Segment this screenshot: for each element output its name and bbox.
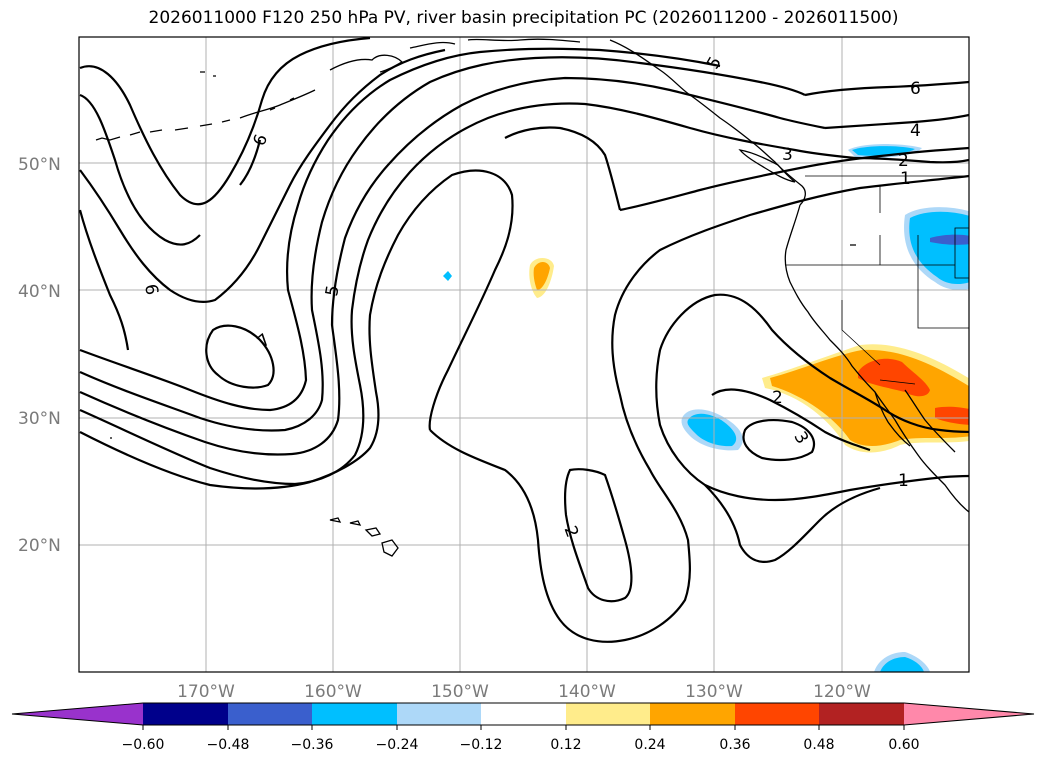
precip-shading: [443, 144, 969, 672]
alaska-coast: [95, 38, 581, 141]
pv-contour-2-inner: [563, 468, 633, 603]
state-borders: [786, 186, 969, 385]
west-coast: [784, 204, 969, 513]
pv-contour-4: [824, 113, 969, 130]
contour-label: 4: [910, 121, 921, 141]
colorbar-ticks: [142, 725, 905, 730]
pv-contour-3-inner: [742, 419, 816, 462]
contour-label: 7: [254, 330, 275, 352]
pv-contour-2-ring: [655, 293, 969, 502]
negative-precip-rockies-core: [909, 211, 969, 285]
pv-contours: [79, 37, 969, 643]
colorbar-tick-label: −0.48: [207, 737, 250, 753]
colorbar-tick-label: −0.24: [376, 737, 419, 753]
lon-label-170w: 170°W: [177, 682, 235, 702]
colorbar-segment: [566, 703, 650, 725]
lat-label-30n: 30°N: [18, 409, 61, 429]
colorbar-tick-label: 0.36: [719, 737, 750, 753]
lon-label-140w: 140°W: [558, 682, 616, 702]
colorbar-segment: [397, 703, 481, 725]
lon-label-120w: 120°W: [813, 682, 871, 702]
map-title: 2026011000 F120 250 hPa PV, river basin …: [148, 8, 899, 28]
contour-label: 1: [900, 169, 911, 189]
lon-label-130w: 130°W: [685, 682, 743, 702]
contour-label: 6: [910, 79, 921, 99]
pv-contour-5a: [79, 47, 721, 412]
map-frame: [78, 36, 970, 673]
lon-labels: 170°W 160°W 150°W 140°W 130°W 120°W: [177, 682, 871, 702]
contour-label: 5: [322, 284, 344, 298]
pv-contour-5b: [79, 56, 806, 432]
contour-label: 5: [703, 53, 726, 72]
colorbar-segment: [819, 703, 904, 725]
lon-label-150w: 150°W: [431, 682, 489, 702]
colorbar-tick-label: −0.12: [460, 737, 503, 753]
contour-label: 6: [250, 132, 272, 149]
contour-label: 2: [898, 151, 909, 171]
pv-contour-2: [429, 174, 969, 643]
colorbar-segment: [481, 703, 566, 725]
pv-contour-6-west: [79, 37, 371, 206]
vancouver-island: [738, 149, 796, 183]
colorbar-segment: [735, 703, 819, 725]
colorbar-extend-high: [904, 703, 1034, 725]
colorbar-extend-low: [12, 703, 143, 725]
nw-coast: [609, 39, 806, 206]
negative-precip-rockies-strong: [930, 234, 969, 245]
contour-label: 6: [140, 283, 162, 297]
positive-precip-strong-2: [935, 406, 969, 425]
colorbar-tick-label: 0.48: [803, 737, 834, 753]
small-islands: [110, 71, 856, 439]
coastlines: [95, 38, 969, 557]
contour-label: 2: [772, 388, 783, 408]
colorbar-tick-label: 0.12: [550, 737, 581, 753]
pv-contour-3-ring: [711, 388, 871, 452]
colorbar-segment: [650, 703, 735, 725]
contour-label: 1: [898, 471, 909, 491]
contour-label: 3: [789, 428, 812, 447]
colorbar-tick-label: 0.60: [888, 737, 919, 753]
colorbar-segment: [312, 703, 397, 725]
lat-label-20n: 20°N: [18, 536, 61, 556]
contour-label: 3: [782, 145, 793, 165]
negative-precip-west-core: [687, 413, 737, 447]
colorbar: −0.60 −0.48 −0.36 −0.24 −0.12 0.12 0.24 …: [11, 702, 1035, 753]
colorbar-tick-label: −0.60: [122, 737, 165, 753]
pv-contour-5c: [79, 76, 826, 456]
pv-contour-5e: [79, 169, 514, 490]
pv-contour-3-north: [504, 126, 969, 212]
pv-contour-6-north: [804, 80, 969, 97]
contour-labels: 6 6 7 5 5 6 4 3 2 1 2 3 2 1: [140, 53, 921, 540]
pv-contour-1: [704, 484, 881, 563]
pv-contour-7: [205, 324, 275, 389]
positive-precip-strong: [858, 358, 930, 397]
colorbar-tick-label: −0.36: [291, 737, 334, 753]
pv-contour-5-west: [79, 48, 446, 304]
pv-contour-6-inner: [79, 93, 262, 246]
pv-contour-5d: [79, 102, 856, 486]
colorbar-segment: [228, 703, 312, 725]
positive-precip-mid: [770, 349, 969, 446]
lat-labels: 50°N 40°N 30°N 20°N: [18, 155, 61, 556]
hawaii: [329, 517, 399, 557]
lat-label-40n: 40°N: [18, 282, 61, 302]
baja-coast: [874, 389, 956, 453]
negative-precip-south-core: [880, 657, 924, 672]
pv-contour-2-north: [854, 156, 969, 164]
positive-precip-blob-core: [533, 262, 550, 290]
lon-label-160w: 160°W: [304, 682, 362, 702]
lat-label-50n: 50°N: [18, 155, 61, 175]
colorbar-segment: [143, 703, 228, 725]
pv-contour-6-south: [79, 209, 130, 351]
colorbar-tick-label: 0.24: [634, 737, 665, 753]
negative-precip-dot: [443, 271, 452, 281]
